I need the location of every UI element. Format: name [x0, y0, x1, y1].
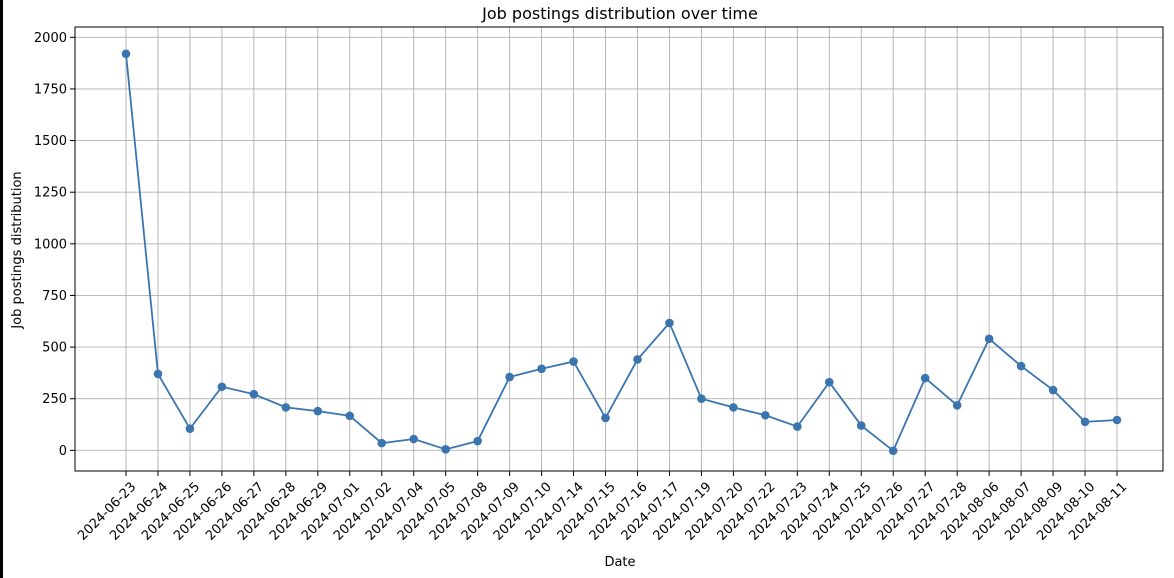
data-point: [888, 446, 898, 456]
y-tick-label: 1750: [34, 82, 67, 97]
data-point: [217, 382, 227, 392]
data-point: [185, 424, 195, 433]
y-tick-label: 1250: [34, 186, 67, 201]
y-tick-label: 1000: [34, 237, 67, 252]
data-point: [153, 369, 163, 379]
plot-area: [74, 26, 1164, 472]
chart-title: Job postings distribution over time: [481, 4, 758, 23]
data-point: [984, 334, 994, 344]
data-point: [824, 377, 834, 387]
x-axis: 2024-06-232024-06-242024-06-252024-06-26…: [75, 471, 1130, 544]
y-tick-label: 0: [59, 444, 67, 459]
y-tick-label: 750: [42, 289, 67, 304]
data-point: [1112, 415, 1122, 425]
data-point: [281, 403, 291, 412]
grid: [75, 27, 1163, 471]
data-point: [761, 410, 770, 420]
data-point: [601, 413, 610, 423]
data-point: [409, 434, 419, 444]
data-point: [537, 364, 546, 374]
data-point: [729, 403, 738, 412]
data-point: [1080, 417, 1090, 427]
data-point: [920, 373, 930, 383]
data-point: [633, 355, 642, 364]
data-point: [377, 438, 387, 448]
data-point: [1016, 361, 1026, 371]
y-tick-label: 1500: [34, 134, 67, 149]
window-left-edge: [0, 0, 3, 578]
data-point: [249, 389, 259, 399]
series-line: [125, 53, 1118, 453]
data-point: [345, 411, 355, 421]
y-tick-label: 250: [42, 392, 67, 407]
data-point: [793, 422, 802, 431]
data-point: [952, 401, 962, 410]
data-point: [313, 406, 323, 416]
data-point: [1048, 385, 1058, 395]
y-axis: 0 250 500 750 1000 1250 1500 1750 2000: [34, 31, 75, 459]
data-point: [856, 421, 866, 430]
y-tick-label: 500: [42, 341, 67, 356]
data-point: [697, 394, 706, 404]
data-point: [665, 318, 674, 328]
series: [121, 49, 1122, 456]
data-point: [473, 436, 482, 446]
data-point: [569, 357, 578, 366]
data-point: [441, 445, 450, 454]
data-point: [505, 372, 514, 382]
y-axis-label: Job postings distribution: [10, 171, 25, 329]
data-point: [121, 49, 131, 59]
x-axis-label: Date: [604, 555, 635, 570]
y-tick-label: 2000: [34, 31, 67, 46]
